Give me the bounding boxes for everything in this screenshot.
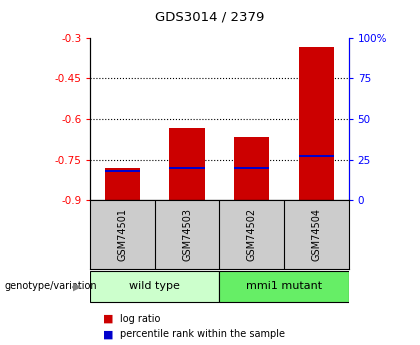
Bar — [105, 168, 140, 200]
Text: genotype/variation: genotype/variation — [4, 282, 97, 291]
Text: wild type: wild type — [129, 281, 180, 290]
Bar — [105, 170, 140, 172]
Text: GDS3014 / 2379: GDS3014 / 2379 — [155, 10, 265, 23]
Text: GSM74503: GSM74503 — [182, 208, 192, 261]
Text: mmi1 mutant: mmi1 mutant — [246, 281, 322, 290]
Text: GSM74504: GSM74504 — [311, 208, 321, 261]
Bar — [299, 155, 334, 157]
Text: GSM74502: GSM74502 — [247, 208, 257, 261]
Text: percentile rank within the sample: percentile rank within the sample — [120, 329, 285, 339]
Bar — [169, 167, 205, 169]
Text: ■: ■ — [103, 329, 113, 339]
Text: ■: ■ — [103, 314, 113, 324]
Bar — [299, 47, 334, 200]
Bar — [90, 271, 220, 302]
Bar — [169, 128, 205, 200]
Bar — [234, 137, 270, 200]
Text: GSM74501: GSM74501 — [118, 208, 128, 261]
Text: ▶: ▶ — [74, 282, 82, 291]
Text: log ratio: log ratio — [120, 314, 160, 324]
Bar — [220, 271, 349, 302]
Bar — [234, 167, 270, 169]
